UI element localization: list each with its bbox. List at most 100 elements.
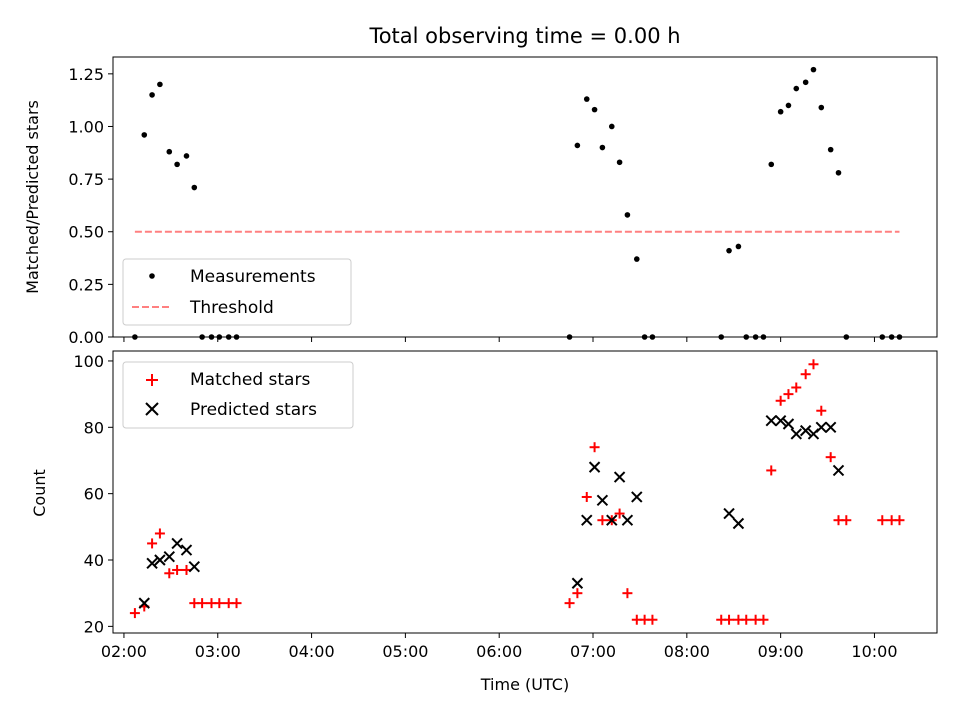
- measurement-point: [624, 212, 631, 218]
- measurement-point: [777, 108, 784, 115]
- matched-stars-point: [825, 452, 836, 463]
- matched-stars-point: [877, 515, 888, 526]
- top-ytick-label: 1.00: [68, 117, 104, 136]
- predicted-stars-point: [146, 557, 158, 570]
- bottom-xtick-label: 04:00: [289, 642, 335, 661]
- bottom-ytick-label: 100: [73, 352, 104, 371]
- predicted-stars-point: [154, 554, 166, 566]
- matched-stars-point: [775, 395, 786, 406]
- bottom-ytick-label: 40: [84, 551, 104, 570]
- top-ytick-label: 0.25: [68, 275, 104, 294]
- matched-stars-point: [614, 508, 625, 519]
- matched-stars-point: [231, 598, 242, 609]
- predicted-stars-point: [138, 597, 150, 609]
- measurement-point: [768, 161, 775, 168]
- legend-predicted-marker: [145, 402, 159, 416]
- matched-stars-point: [841, 515, 852, 526]
- top-ytick-label: 1.25: [68, 65, 104, 84]
- measurement-point: [608, 123, 615, 130]
- predicted-stars-point: [188, 560, 201, 573]
- matched-stars-point: [791, 382, 802, 393]
- predicted-stars-point: [732, 517, 745, 530]
- predicted-stars-point: [723, 507, 735, 520]
- matched-stars-point: [808, 359, 819, 370]
- legend-matched-marker: [146, 374, 158, 386]
- bottom-panel: 20 40 60 80 100 02:00 03:00 04:00 05:00 06:00 07:0…: [30, 350, 938, 694]
- bottom-panel-axes: 20 40 60 80 100 02:00 03:00 04:00 05:00 06:00 07:0…: [73, 352, 897, 661]
- measurement-point: [591, 106, 598, 113]
- measurement-point: [583, 96, 590, 102]
- measurement-point: [827, 146, 834, 153]
- predicted-stars-point: [163, 550, 175, 563]
- predicted-stars-point: [815, 421, 828, 434]
- predicted-stars-point: [588, 461, 601, 473]
- bottom-xtick-label: 05:00: [382, 642, 428, 661]
- predicted-stars-point: [581, 514, 593, 526]
- bottom-panel-ylabel: Count: [30, 469, 49, 517]
- predicted-stars-point: [774, 414, 787, 427]
- bottom-legend-box: [122, 361, 354, 429]
- legend-measurements-label: Measurements: [190, 267, 316, 287]
- matched-stars-point: [154, 528, 165, 539]
- predicted-stars-point: [171, 537, 183, 550]
- matched-stars-point: [572, 588, 583, 599]
- matched-stars-point: [214, 598, 225, 609]
- measurement-point: [802, 79, 809, 86]
- predicted-stars-point: [790, 428, 802, 440]
- predicted-stars-point: [606, 514, 618, 526]
- bottom-xtick-label: 09:00: [758, 642, 804, 661]
- predicted-stars-point: [596, 494, 609, 507]
- predicted-stars-point: [571, 577, 584, 589]
- bottom-series-predicted-stars: [138, 414, 845, 609]
- predicted-stars-point: [621, 514, 634, 526]
- bottom-legend: Matched stars Predicted stars: [122, 361, 354, 429]
- legend-predicted-label: Predicted stars: [190, 400, 317, 420]
- matched-stars-point: [724, 614, 735, 625]
- bottom-panel-data: [129, 359, 905, 625]
- top-panel-frame: [112, 56, 938, 338]
- matched-stars-point: [164, 568, 175, 579]
- bottom-ytick-label: 80: [84, 418, 104, 437]
- top-panel: 0.00 0.25 0.50 0.75 1.00 1.25 Matched/Predict…: [23, 56, 938, 347]
- measurement-point: [174, 161, 180, 168]
- predicted-stars-point: [613, 471, 626, 483]
- matched-stars-point: [766, 465, 777, 476]
- bottom-xtick-label: 02:00: [101, 642, 147, 661]
- bottom-ytick-label: 20: [84, 617, 104, 636]
- chart-title: Total observing time = 0.00 h: [368, 24, 680, 48]
- matched-stars-point: [816, 405, 827, 416]
- bottom-panel-xlabel: Time (UTC): [480, 675, 569, 694]
- measurement-point: [157, 81, 163, 88]
- top-legend: Measurements Threshold: [122, 258, 352, 326]
- predicted-stars-point: [824, 421, 837, 434]
- top-legend-box: [122, 258, 352, 326]
- measurement-point: [810, 66, 817, 73]
- matched-stars-point: [589, 442, 600, 453]
- bottom-xtick-label: 06:00: [476, 642, 522, 661]
- measurement-point: [141, 132, 148, 138]
- matched-stars-point: [783, 389, 794, 400]
- predicted-stars-point: [832, 464, 845, 477]
- predicted-stars-point: [631, 491, 643, 503]
- bottom-xtick-label: 03:00: [195, 642, 241, 661]
- top-panel-data: [132, 66, 903, 340]
- top-ytick-label: 0.50: [68, 223, 104, 242]
- predicted-stars-point: [799, 424, 812, 437]
- measurement-point: [191, 184, 198, 191]
- top-ytick-label: 0.00: [68, 328, 104, 347]
- matched-stars-point: [597, 515, 608, 526]
- predicted-stars-point: [765, 414, 777, 427]
- measurement-point: [599, 144, 606, 151]
- matched-stars-point: [647, 614, 658, 625]
- measurement-point: [149, 92, 155, 98]
- measurement-point: [793, 85, 800, 92]
- matched-stars-point: [758, 614, 769, 625]
- matched-stars-point: [894, 515, 905, 526]
- predicted-stars-point: [180, 544, 193, 556]
- matched-stars-point: [197, 598, 208, 609]
- bottom-series-matched-stars: [129, 359, 905, 625]
- matched-stars-point: [147, 538, 158, 549]
- measurement-point: [735, 243, 742, 250]
